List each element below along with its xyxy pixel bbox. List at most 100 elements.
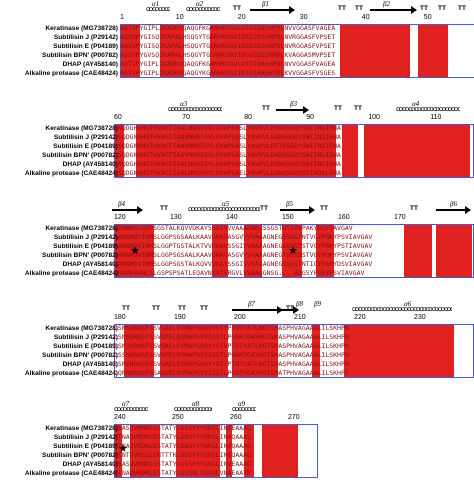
conserved-column	[114, 124, 124, 178]
turn-label: TT	[152, 305, 160, 312]
turn-label: TT	[420, 5, 428, 12]
conserved-column	[114, 224, 154, 278]
alignment-row: Subtilisin BPN' (P00782) WTNTQVRSSLENTTTK…	[0, 451, 474, 460]
sequence-residues: GSQDGNGHGTHVAGTIAAVNNSIGVLGVAPSASLYAVKVL…	[114, 142, 341, 150]
helix-coil: ꝏꝏꝏꝏꝏꝏꝏꝏꝏꝏꝏꝏꝏꝏꝏꝏꝏꝏ	[188, 207, 260, 213]
conserved-column	[130, 424, 160, 478]
alignment-row: Subtilisin BPN' (P00782) GSQDGNGHGTHVAGTI…	[0, 151, 474, 160]
sequence-residues: LSASQVRNRLSSTATYLGSSFYYGKGLINVEAAAQ	[114, 424, 251, 432]
sequence-residues: AQTVPYGIPLIKADKVQAQGYKGANVKVGIIDTGIAASHT…	[120, 69, 336, 77]
secondary-structure-track: ꝏꝏꝏꝏꝏꝏꝏꝏꝏꝏꝏꝏꝏꝏꝏꝏꝏꝏ ꝏꝏꝏꝏꝏꝏꝏꝏꝏꝏꝏꝏꝏꝏꝏꝏꝏꝏ ꝏꝏꝏꝏ…	[0, 400, 474, 414]
sequence-residues: WTNAQVRDRLESTATYLGNSFYYGKGLINVQAAAQ	[114, 433, 251, 441]
sequence-name: Subtilisin BPN' (P00782)	[42, 52, 118, 59]
alignment-row: Subtilisin E (P04189) IANNMDVINMSLGGPTGST…	[0, 242, 474, 251]
sequence-name: Keratinase (MG738728)	[45, 125, 118, 132]
sequence-name: Alkaline protease (CAE48424)	[24, 470, 118, 477]
sequence-residues: IANNMDVINMSLGGPTGSTALKTVVDKAVSSGIVVAAAAG…	[114, 242, 373, 250]
sequence-name: Subtilisin J (P29142)	[53, 334, 118, 341]
position-tick: 200	[234, 314, 246, 321]
sequence-residues: IANNMDVINMSLGGPSGSAALKAAVDKAVASGVVVVAAAG…	[114, 251, 373, 259]
sequence-residues: DSSNQRASFSSVGPELDVMAPGVSIQSTLPGNKYGAYNGT…	[114, 351, 349, 359]
conserved-column	[436, 224, 472, 278]
position-tick: 100	[368, 114, 380, 121]
sequence-name: DHAP (AY458140)	[62, 361, 118, 368]
position-tick: 230	[414, 314, 426, 321]
sequence-residues: IANNMDVINMSLGGPSGSAALKAAVDKAVASGVVVVAAAG…	[114, 233, 373, 241]
alignment-row: Keratinase (MG738728) AQTVPYGIPLIKADKVQAQ…	[0, 24, 474, 33]
secondary-structure-track: ꝏꝏꝏꝏꝏꝏꝏꝏꝏꝏꝏꝏꝏꝏꝏꝏꝏꝏꝏꝏꝏꝏꝏꝏꝏꝏꝏꝏꝏꝏꝏꝏꝏꝏꝏꝏα3α4…	[0, 100, 474, 114]
alignment-row: Subtilisin BPN' (P00782) DSSNQRASFSSVGPEL…	[0, 351, 474, 360]
turn-label: TT	[286, 305, 294, 312]
turn-label: TT	[262, 105, 270, 112]
position-ruler: 1 10 20 30 40 50	[0, 14, 474, 24]
helix-coil: ꝏꝏꝏꝏꝏꝏꝏꝏꝏꝏꝏꝏꝏꝏꝏꝏꝏꝏ	[396, 107, 460, 113]
position-tick: 180	[114, 314, 126, 321]
conserved-column	[114, 424, 122, 478]
strand-label: β6	[450, 200, 457, 208]
strand-arrow	[276, 106, 309, 114]
alignment-row: DHAP (AY458140) AQTVPYGIPLIKADKVQAQGFKGAN…	[0, 60, 474, 69]
position-ruler: 240 250 260 270	[0, 414, 474, 424]
sequence-residues: DSNSQRASFSSVGAELEVMAPGAGVYSTYPTSTYATLNGT…	[114, 342, 349, 350]
alignment-row: Alkaline protease (CAE48424) DQNNNRASFSSA…	[0, 369, 474, 378]
alignment-row: Subtilisin E (P04189) WTNAQVRDRLESTATYLGN…	[0, 442, 474, 451]
strand-label: β1	[262, 0, 269, 8]
sequence-residues: DSNSNRASFSSVGAELEVMAPGAGVYSTYPTNTYATLNGT…	[114, 324, 349, 332]
alignment-row: Subtilisin E (P04189) AQSVPYGISQIKAPALHSQ…	[0, 42, 474, 51]
sequence-residues: VANNMDVINMSLGGPSGSTALKQVVDKAYSSGIVVVAAAG…	[114, 260, 373, 268]
conserved-column	[246, 124, 336, 178]
strand-arrow	[250, 6, 295, 14]
alignment-block: ꝏꝏꝏꝏꝏꝏꝏꝏꝏꝏꝏꝏꝏꝏꝏꝏꝏꝏꝏꝏꝏꝏꝏꝏꝏꝏꝏꝏꝏꝏꝏꝏꝏꝏꝏꝏα3α4…	[0, 100, 474, 196]
position-tick: 110	[430, 114, 442, 121]
sequence-name: Alkaline protease (CAE48424)	[24, 270, 118, 277]
sequence-rows: Keratinase (MG738728) GNQDGHGHGTHVAGTIAAL…	[0, 124, 474, 178]
sequence-residues: GSQDGNGHGTHVAGTIAALNNSVGVLGVAPSAELYAVKVL…	[114, 169, 341, 177]
conserved-column	[244, 424, 254, 478]
helix-label: α6	[404, 300, 412, 308]
alignment-row: Keratinase (MG738728) DSNSNRASFSSVGAELEVM…	[0, 324, 474, 333]
strand-label: β3	[290, 100, 297, 108]
sequence-name: Subtilisin J (P29142)	[53, 134, 118, 141]
alignment-block: ꝏꝏꝏꝏꝏꝏꝏꝏꝏꝏꝏꝏꝏꝏꝏꝏꝏꝏ ꝏꝏꝏꝏꝏꝏꝏꝏꝏꝏꝏꝏꝏꝏꝏꝏꝏꝏ ꝏꝏꝏꝏ…	[0, 400, 474, 496]
strand-label: β5	[286, 200, 293, 208]
sequence-residues: WTNTQVRSSLENTTTKLGDSFYYGKGLINVQAAAQ	[114, 451, 251, 459]
position-tick: 250	[172, 414, 184, 421]
position-tick: 50	[423, 14, 432, 21]
sequence-residues: DQNNNRASFSSAGSELDVMAPGVSIQSTLPGGTYGAYNGT…	[114, 369, 349, 377]
position-tick: 40	[361, 14, 370, 21]
conserved-column	[244, 224, 262, 278]
sequence-name: Subtilisin BPN' (P00782)	[42, 352, 118, 359]
alignment-row: Subtilisin BPN' (P00782) AQSVPYGVSQIKAPAL…	[0, 51, 474, 60]
sequence-name: Subtilisin BPN' (P00782)	[42, 152, 118, 159]
strand-arrow	[280, 206, 315, 214]
sequence-name: Subtilisin J (P29142)	[53, 234, 118, 241]
sequence-residues: AQTVPYGIPLIKADKVQAQGFKGANVKVAVLDTGIQASHP…	[120, 60, 336, 68]
sequence-name: Subtilisin E (P04189)	[53, 143, 118, 150]
helix-coil: ꝏꝏꝏꝏꝏꝏꝏꝏꝏꝏꝏꝏꝏꝏꝏꝏꝏꝏ	[114, 407, 148, 413]
alignment-row: Alkaline protease (CAE48424) WTNAQVRDRLES…	[0, 469, 474, 478]
alignment-row: Alkaline protease (CAE48424) VNNMHVANLSLG…	[0, 269, 474, 278]
conserved-column	[160, 324, 228, 378]
alignment-row: DHAP (AY458140) VANNMDVINMSLGGPSGSTALKQVV…	[0, 260, 474, 269]
position-tick: 150	[282, 214, 294, 221]
position-tick: 220	[354, 314, 366, 321]
sequence-name: Subtilisin BPN' (P00782)	[42, 452, 118, 459]
sequence-residues: GSQDGNGHGTHVAGTIAAVNNSIGVLGVAPSASLYAVKVL…	[114, 151, 341, 159]
strand-label: β4	[118, 200, 125, 208]
secondary-structure-track: ꝏꝏꝏꝏꝏꝏꝏꝏꝏꝏꝏꝏꝏꝏꝏꝏꝏꝏα5 β4 β5 β6 TT TT TT TT	[0, 200, 474, 214]
alignment-row: Keratinase (MG738728) VIMNMSLGGPSGSTALKQV…	[0, 224, 474, 233]
helix-coil: ꝏꝏꝏꝏꝏꝏꝏꝏꝏꝏꝏꝏꝏꝏꝏꝏꝏꝏ	[168, 107, 222, 113]
catalytic-residue-star: ★	[118, 443, 128, 455]
sequence-name: Alkaline protease (CAE48424)	[24, 170, 118, 177]
strand-label: β8	[296, 300, 303, 308]
helix-label: α5	[222, 200, 230, 208]
turn-label: TT	[355, 5, 363, 12]
sequence-name: DHAP (AY458140)	[62, 261, 118, 268]
helix-label: α9	[238, 400, 246, 408]
conserved-column	[176, 424, 220, 478]
sequence-name: Alkaline protease (CAE48424)	[24, 70, 118, 77]
helix-coil: ꝏꝏꝏꝏꝏꝏꝏꝏꝏꝏꝏꝏꝏꝏꝏꝏꝏꝏ	[174, 407, 212, 413]
sequence-residues: AQSVPYGVSQIKAPALHSQGYTGSNVKVAVIDSGIDSSHP…	[120, 51, 336, 59]
helix-label: α7	[122, 400, 130, 408]
alignment-row: DHAP (AY458140) GNQDGHGHGTHVAGTIAALNNSIGV…	[0, 160, 474, 169]
